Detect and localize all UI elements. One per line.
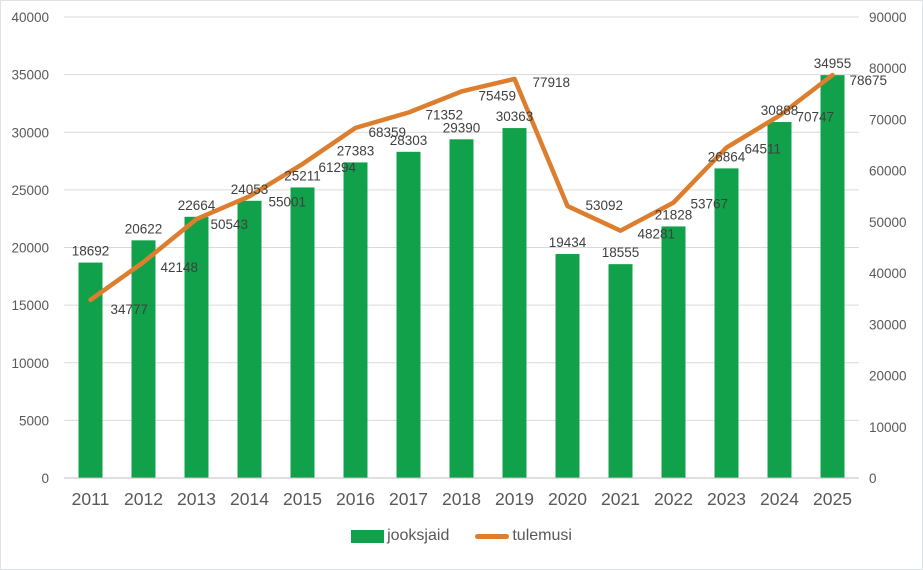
category-label-2011: 2011 xyxy=(72,489,110,509)
right-axis-tick: 80000 xyxy=(869,61,907,76)
bar-2023[interactable] xyxy=(714,168,739,478)
bar-label: 21828 xyxy=(655,207,693,222)
bar-2020[interactable] xyxy=(555,254,580,478)
bar-2012[interactable] xyxy=(131,240,156,478)
right-axis-tick: 40000 xyxy=(869,266,907,281)
bar-2025[interactable] xyxy=(820,75,845,479)
bar-2021[interactable] xyxy=(608,264,633,478)
line-label: 34777 xyxy=(111,302,149,317)
bar-2013[interactable] xyxy=(184,216,209,478)
category-label-2012: 2012 xyxy=(124,489,163,509)
line-tulemusi[interactable] xyxy=(88,72,835,303)
category-label-2022: 2022 xyxy=(654,489,693,509)
bar-label: 24053 xyxy=(231,182,269,197)
line-label: 78675 xyxy=(850,73,888,88)
category-label-2017: 2017 xyxy=(389,489,428,509)
bar-2019[interactable] xyxy=(502,128,527,479)
category-label-2016: 2016 xyxy=(336,489,375,509)
bar-label: 26864 xyxy=(708,149,746,164)
left-axis-tick: 35000 xyxy=(11,68,49,83)
bar-2015[interactable] xyxy=(290,187,315,478)
bar-label: 20622 xyxy=(125,221,163,236)
left-axis-tick: 15000 xyxy=(11,298,49,313)
line-label: 48281 xyxy=(638,227,676,242)
bar-label: 28303 xyxy=(390,133,428,148)
bar-label: 30363 xyxy=(496,109,534,124)
line-label: 64511 xyxy=(745,142,782,157)
category-label-2021: 2021 xyxy=(601,489,640,509)
legend-bar-swatch-icon xyxy=(351,529,385,543)
right-axis-tick: 50000 xyxy=(869,215,907,230)
right-axis-tick: 0 xyxy=(869,471,877,486)
legend: jooksjaid tulemusi xyxy=(1,527,922,545)
line-label: 53092 xyxy=(586,198,624,213)
line-label: 75459 xyxy=(479,88,517,103)
category-label-2024: 2024 xyxy=(760,489,799,509)
legend-label-jooksjaid: jooksjaid xyxy=(387,527,450,544)
bar-2014[interactable] xyxy=(237,200,262,478)
category-label-2020: 2020 xyxy=(548,489,587,509)
bar-2017[interactable] xyxy=(396,151,421,478)
left-axis-tick: 40000 xyxy=(11,10,49,25)
bar-label: 25211 xyxy=(284,168,321,183)
category-label-2019: 2019 xyxy=(495,489,534,509)
left-axis-tick: 10000 xyxy=(11,356,49,371)
bar-label: 19434 xyxy=(549,235,587,250)
bar-label: 18555 xyxy=(602,245,640,260)
right-axis-tick: 20000 xyxy=(869,369,907,384)
bar-2022[interactable] xyxy=(661,226,686,478)
bar-2016[interactable] xyxy=(343,162,368,478)
category-label-2015: 2015 xyxy=(283,489,322,509)
category-label-2023: 2023 xyxy=(707,489,746,509)
legend-item-jooksjaid[interactable]: jooksjaid xyxy=(351,527,449,545)
category-label-2013: 2013 xyxy=(177,489,216,509)
legend-item-tulemusi[interactable]: tulemusi xyxy=(475,527,572,545)
bar-2024[interactable] xyxy=(767,122,792,478)
right-axis-tick: 10000 xyxy=(869,420,907,435)
line-label: 42148 xyxy=(161,260,199,275)
legend-label-tulemusi: tulemusi xyxy=(512,527,572,544)
category-label-2018: 2018 xyxy=(442,489,481,509)
category-label-2014: 2014 xyxy=(230,489,269,509)
bar-label: 27383 xyxy=(337,143,375,158)
category-label-2025: 2025 xyxy=(813,489,852,509)
line-label: 77918 xyxy=(533,75,571,90)
line-label: 55001 xyxy=(269,194,307,209)
line-label: 68359 xyxy=(369,125,407,140)
right-axis-tick: 90000 xyxy=(869,10,907,25)
right-axis-tick: 70000 xyxy=(869,112,907,127)
bar-label: 18692 xyxy=(72,244,110,259)
bar-label: 29390 xyxy=(443,120,481,135)
line-label: 70747 xyxy=(797,110,835,125)
line-label: 71352 xyxy=(426,108,464,123)
legend-line-swatch-icon xyxy=(475,533,510,539)
left-axis-tick: 25000 xyxy=(11,183,49,198)
left-axis-tick: 0 xyxy=(41,471,49,486)
bar-2018[interactable] xyxy=(449,139,474,478)
left-axis-tick: 30000 xyxy=(11,125,49,140)
bar-label: 22664 xyxy=(178,198,216,213)
left-axis-tick: 5000 xyxy=(19,413,49,428)
right-axis-tick: 60000 xyxy=(869,164,907,179)
line-label: 50543 xyxy=(211,217,249,232)
bar-label: 30888 xyxy=(761,103,799,118)
line-label: 61294 xyxy=(319,160,357,175)
left-axis-tick: 20000 xyxy=(11,241,49,256)
line-label: 53767 xyxy=(691,197,729,212)
right-axis-tick: 30000 xyxy=(869,317,907,332)
bar-label: 34955 xyxy=(814,56,852,71)
